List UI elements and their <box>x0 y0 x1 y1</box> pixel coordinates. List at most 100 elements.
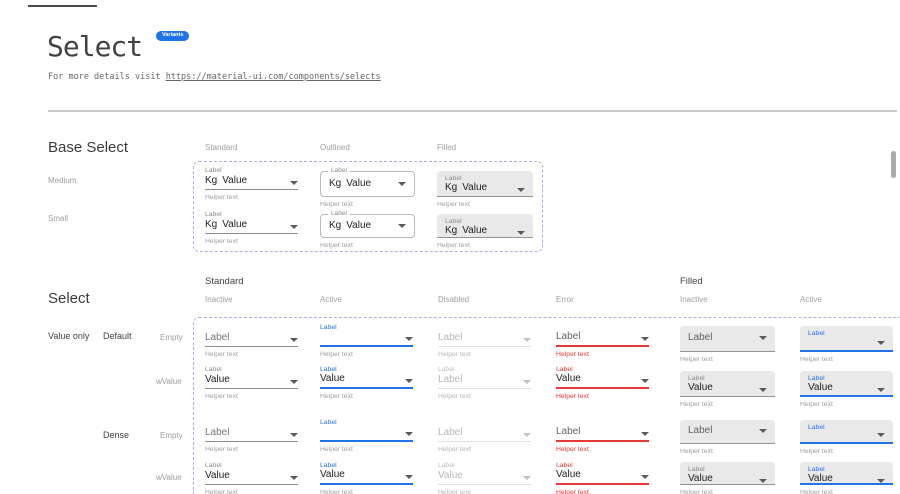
select-filled-active-empty: Label Helper text <box>800 326 893 363</box>
select-label: Label <box>438 462 455 469</box>
select-input[interactable]: Label Value <box>680 462 775 485</box>
select-standard-active-empty: Label Helper text <box>320 323 413 358</box>
select-input[interactable]: Label <box>205 332 298 347</box>
select-input[interactable] <box>320 332 413 347</box>
select-label: Label <box>808 424 825 431</box>
subrow-default-empty: Empty <box>160 333 183 342</box>
select-input[interactable]: Value <box>320 470 413 485</box>
select-input[interactable]: Label <box>680 420 775 444</box>
helper-text: Helper text <box>438 351 471 358</box>
helper-text: Helper text <box>320 201 353 208</box>
dropdown-caret-icon <box>290 433 298 437</box>
dropdown-caret-icon <box>290 181 298 185</box>
col-header-std-active: Active <box>320 295 342 304</box>
select-input[interactable]: Label <box>438 427 531 442</box>
select-input[interactable]: Value <box>438 470 531 485</box>
select-dense-standard-active-empty: Label Helper text <box>320 418 413 453</box>
select-input[interactable]: Value <box>205 470 298 485</box>
material-ui-link[interactable]: https://material-ui.com/components/selec… <box>165 72 381 82</box>
col-header-filled-active: Active <box>800 295 822 304</box>
top-accent-line <box>28 5 97 7</box>
select-input[interactable]: Label <box>556 332 649 347</box>
select-input[interactable]: Value <box>556 470 649 485</box>
select-value: Value <box>688 473 713 484</box>
row-header-medium: Medium <box>48 176 77 185</box>
select-input[interactable]: Kg Value <box>205 219 298 234</box>
select-value: Kg Value <box>329 220 372 231</box>
dropdown-caret-icon <box>523 380 531 384</box>
base-select-heading: Base Select <box>48 139 129 156</box>
select-input[interactable]: Label <box>800 420 893 444</box>
helper-text: Helper text <box>556 446 589 453</box>
dropdown-caret-icon <box>405 379 413 383</box>
select-input[interactable]: Label <box>556 427 649 442</box>
select-label: Label <box>320 462 337 469</box>
select-filled-inactive-wvalue: Label Value Helper text <box>680 371 775 408</box>
helper-text: Helper text <box>320 393 353 400</box>
select-value: Value <box>320 469 345 480</box>
helper-text: Helper text <box>437 201 470 208</box>
select-input[interactable]: Label Kg Value <box>320 167 415 197</box>
select-input[interactable]: Label Value <box>800 371 893 397</box>
dropdown-caret-icon <box>517 188 525 192</box>
select-standard-inactive-wvalue: Label Value Helper text <box>205 365 298 400</box>
helper-text: Helper text <box>800 448 833 455</box>
select-input[interactable]: Label Kg Value <box>320 210 415 238</box>
select-input[interactable]: Value <box>205 374 298 389</box>
select-value: Label <box>438 332 463 343</box>
dropdown-caret-icon <box>290 380 298 384</box>
dropdown-caret-icon <box>398 223 406 228</box>
select-input[interactable]: Label Value <box>680 371 775 397</box>
select-input[interactable]: Kg Value <box>205 175 298 190</box>
subrow-default-wvalue: wValue <box>156 377 182 386</box>
row-header-small: Small <box>48 214 69 223</box>
subtitle: For more details visit https://material-… <box>48 72 381 82</box>
select-value: Kg Value <box>205 219 248 230</box>
select-filled-active-wvalue: Label Value Helper text <box>800 371 893 408</box>
select-dense-standard-inactive-wvalue: Label Value Helper text <box>205 461 298 494</box>
dropdown-caret-icon <box>405 337 413 341</box>
dropdown-caret-icon <box>398 181 406 186</box>
vertical-scrollbar-thumb[interactable] <box>891 151 896 178</box>
select-label: Label <box>205 366 222 373</box>
helper-text: Helper text <box>556 393 589 400</box>
select-value: Value <box>320 373 345 384</box>
row-group-default: Default <box>103 331 132 341</box>
select-label: Label <box>205 211 222 218</box>
select-input[interactable]: Value <box>320 374 413 389</box>
select-dense-standard-disabled-wvalue: Label Value Helper text <box>438 461 531 494</box>
select-value: Value <box>438 470 463 481</box>
select-value: Kg Value <box>445 182 488 193</box>
base-select-standard-medium: Label Kg Value Helper text <box>205 166 298 201</box>
helper-text: Helper text <box>680 401 713 408</box>
select-input[interactable]: Label <box>205 427 298 442</box>
select-input[interactable] <box>320 427 413 442</box>
select-group-outline <box>193 317 900 494</box>
select-value: Value <box>808 473 833 484</box>
dropdown-caret-icon <box>877 341 885 345</box>
dropdown-caret-icon <box>290 476 298 480</box>
select-value: Label <box>556 331 581 342</box>
dropdown-caret-icon <box>405 475 413 479</box>
select-input[interactable]: Label <box>680 326 775 352</box>
select-input[interactable]: Label <box>800 326 893 352</box>
col-header-outlined: Outlined <box>320 143 350 152</box>
select-input[interactable]: Label <box>438 374 531 389</box>
select-dense-standard-active-wvalue: Label Value Helper text <box>320 461 413 494</box>
select-label: Label <box>556 462 573 469</box>
base-select-outlined-small: Label Kg Value Helper text <box>320 210 415 249</box>
select-dense-filled-active-empty: Label Helper text <box>800 420 893 455</box>
select-input[interactable]: Label Kg Value <box>437 214 533 238</box>
select-input[interactable]: Label Value <box>800 462 893 485</box>
select-value: Value <box>556 469 581 480</box>
subtitle-text: For more details visit <box>48 72 166 82</box>
select-value: Value <box>205 470 230 481</box>
select-label: Label <box>205 462 222 469</box>
helper-text: Helper text <box>320 446 353 453</box>
select-label: Label <box>328 210 350 218</box>
select-input[interactable]: Value <box>556 374 649 389</box>
select-input[interactable]: Label <box>438 332 531 347</box>
dropdown-caret-icon <box>759 388 767 392</box>
select-input[interactable]: Label Kg Value <box>437 171 533 197</box>
